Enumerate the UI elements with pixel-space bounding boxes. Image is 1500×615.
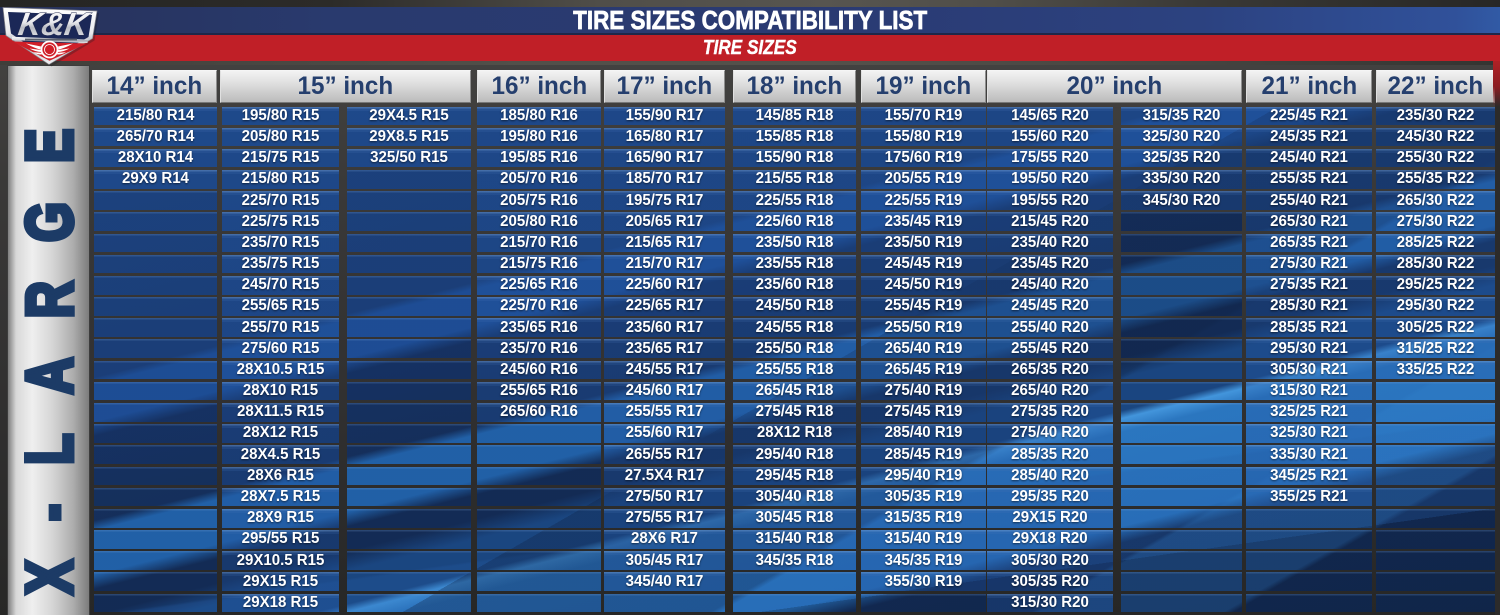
svg-text:K&K: K&K: [16, 6, 94, 42]
